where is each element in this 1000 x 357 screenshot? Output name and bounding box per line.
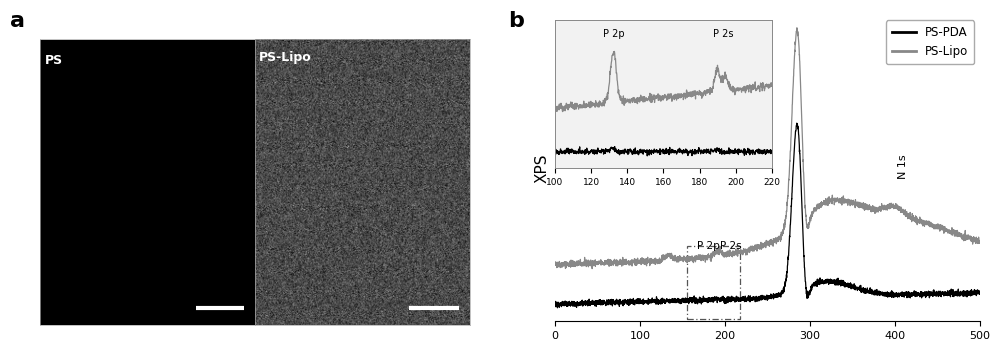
- Text: N 1s: N 1s: [898, 154, 908, 179]
- Text: b: b: [508, 11, 524, 31]
- Text: a: a: [10, 11, 25, 31]
- Text: PS: PS: [45, 54, 64, 66]
- Y-axis label: XPS: XPS: [534, 153, 549, 182]
- Text: P 2s: P 2s: [720, 241, 742, 251]
- Legend: PS-PDA, PS-Lipo: PS-PDA, PS-Lipo: [886, 20, 974, 64]
- Text: PS-Lipo: PS-Lipo: [259, 51, 311, 64]
- Text: P 2p: P 2p: [697, 241, 719, 251]
- Bar: [687, 246, 740, 318]
